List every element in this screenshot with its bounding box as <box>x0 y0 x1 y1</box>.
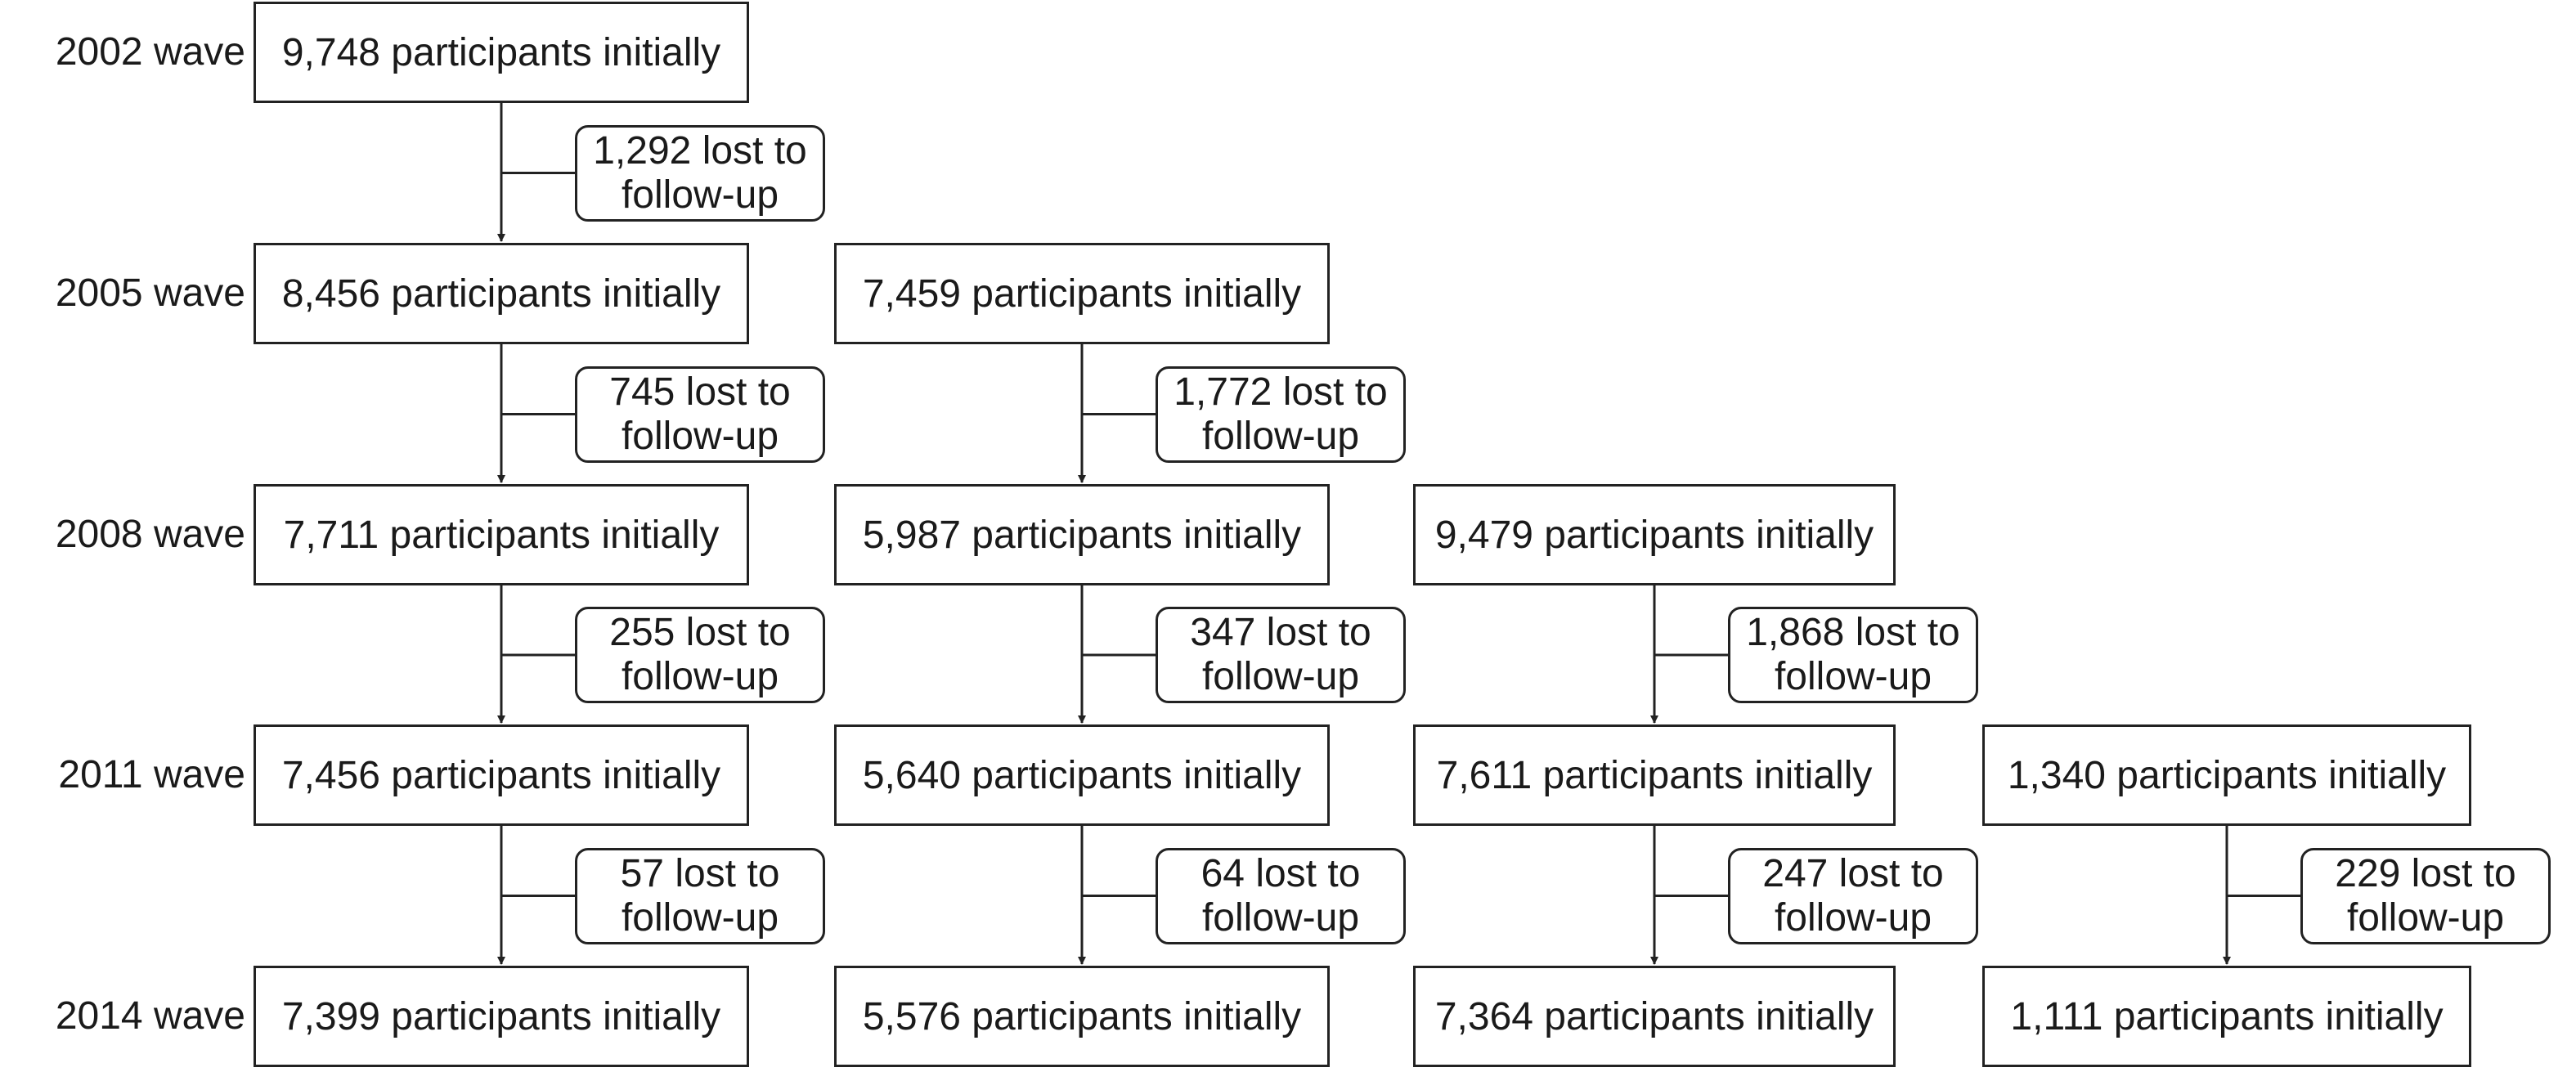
loss-count-text: 229 lost to <box>2335 851 2516 895</box>
loss-to-followup-box: 57 lost to follow-up <box>575 847 825 944</box>
participants-box: 1,111 participants initially <box>1982 966 2471 1067</box>
participants-box: 7,456 participants initially <box>254 724 749 826</box>
loss-count-text: 1,292 lost to <box>593 128 807 173</box>
participants-box: 8,456 participants initially <box>254 243 749 344</box>
wave-label: 2005 wave <box>55 271 245 315</box>
participants-box: 9,748 participants initially <box>254 2 749 103</box>
wave-label: 2011 wave <box>58 753 245 796</box>
participants-box: 7,459 participants initially <box>834 243 1330 344</box>
loss-to-followup-box: 229 lost to follow-up <box>2300 847 2551 944</box>
loss-count-text: 1,772 lost to <box>1174 370 1388 414</box>
loss-to-followup-box: 1,868 lost to follow-up <box>1728 607 1978 703</box>
loss-to-followup-box: 347 lost to follow-up <box>1156 607 1406 703</box>
loss-followup-text: follow-up <box>1201 414 1360 458</box>
loss-followup-text: follow-up <box>621 173 779 217</box>
loss-count-text: 745 lost to <box>609 370 791 414</box>
loss-to-followup-box: 1,292 lost to follow-up <box>575 124 825 222</box>
loss-to-followup-box: 745 lost to follow-up <box>575 366 825 463</box>
participants-box: 9,479 participants initially <box>1413 484 1896 585</box>
participants-box: 7,611 participants initially <box>1413 724 1896 826</box>
wave-label: 2008 wave <box>55 513 245 556</box>
wave-label: 2002 wave <box>55 30 245 74</box>
loss-followup-text: follow-up <box>621 895 779 940</box>
loss-followup-text: follow-up <box>1774 655 1932 698</box>
participants-box: 1,340 participants initially <box>1982 724 2471 826</box>
participants-box: 7,399 participants initially <box>254 966 749 1067</box>
participants-box: 5,987 participants initially <box>834 484 1330 585</box>
loss-followup-text: follow-up <box>2346 895 2505 940</box>
loss-followup-text: follow-up <box>1201 895 1360 940</box>
loss-to-followup-box: 255 lost to follow-up <box>575 607 825 703</box>
loss-count-text: 255 lost to <box>609 611 791 654</box>
loss-followup-text: follow-up <box>621 655 779 698</box>
loss-followup-text: follow-up <box>1201 655 1360 698</box>
loss-count-text: 1,868 lost to <box>1746 611 1960 654</box>
wave-label: 2014 wave <box>55 994 245 1038</box>
loss-followup-text: follow-up <box>1774 895 1932 940</box>
loss-followup-text: follow-up <box>621 414 779 458</box>
participants-box: 7,364 participants initially <box>1413 966 1896 1067</box>
participants-box: 7,711 participants initially <box>254 484 749 585</box>
loss-to-followup-box: 247 lost to follow-up <box>1728 847 1978 944</box>
loss-count-text: 57 lost to <box>620 851 780 895</box>
loss-count-text: 247 lost to <box>1762 851 1944 895</box>
loss-to-followup-box: 64 lost to follow-up <box>1156 847 1406 944</box>
participants-box: 5,640 participants initially <box>834 724 1330 826</box>
loss-count-text: 64 lost to <box>1200 851 1361 895</box>
loss-to-followup-box: 1,772 lost to follow-up <box>1156 366 1406 463</box>
loss-count-text: 347 lost to <box>1190 611 1371 654</box>
participants-box: 5,576 participants initially <box>834 966 1330 1067</box>
